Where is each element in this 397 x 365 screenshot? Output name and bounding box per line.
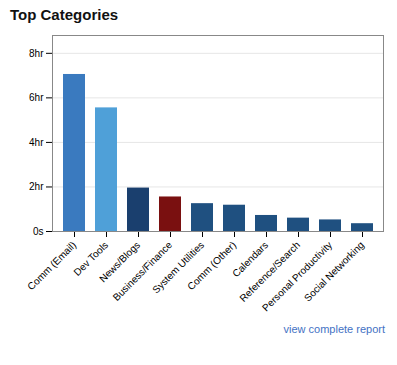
svg-text:0s: 0s: [33, 226, 44, 237]
svg-text:Business/Finance: Business/Finance: [111, 239, 175, 303]
html-text:Top Categories: Top Categories: [10, 6, 119, 23]
svg-text:6hr: 6hr: [29, 92, 44, 103]
svg-text:Comm (Email): Comm (Email): [25, 239, 78, 292]
svg-text:2hr: 2hr: [29, 181, 44, 192]
svg-text:4hr: 4hr: [29, 137, 44, 148]
svg-text:Calendars: Calendars: [230, 239, 271, 280]
svg-text:News/Blogs: News/Blogs: [97, 239, 143, 285]
svg-text:8hr: 8hr: [29, 48, 44, 59]
svg-text:System Utilities: System Utilities: [150, 239, 207, 296]
svg-text:Social Networking: Social Networking: [302, 239, 366, 303]
svg-text:Reference/Search: Reference/Search: [237, 239, 302, 304]
svg-text:Comm (Other): Comm (Other): [185, 239, 238, 292]
html-text:view complete report: view complete report: [283, 323, 385, 335]
svg-text:Personal Productivity: Personal Productivity: [260, 239, 335, 314]
svg-text:Dev Tools: Dev Tools: [71, 239, 111, 278]
